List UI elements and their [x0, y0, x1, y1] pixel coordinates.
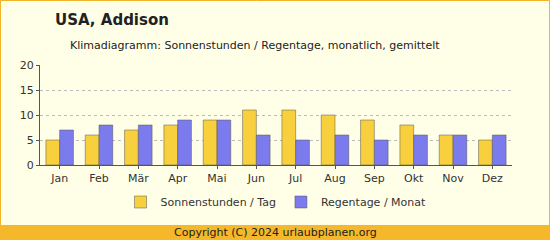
svg-text:Okt: Okt: [404, 172, 424, 185]
svg-text:Feb: Feb: [89, 172, 108, 185]
svg-text:Copyright (C) 2024 urlaubplane: Copyright (C) 2024 urlaubplanen.org: [174, 226, 377, 239]
svg-text:Klimadiagramm: Sonnenstunden /: Klimadiagramm: Sonnenstunden / Regentage…: [70, 39, 440, 52]
svg-text:Regentage / Monat: Regentage / Monat: [321, 196, 426, 209]
svg-text:Dez: Dez: [482, 172, 503, 185]
svg-text:5: 5: [27, 134, 34, 147]
svg-text:0: 0: [27, 159, 34, 172]
svg-text:15: 15: [20, 84, 34, 97]
svg-text:10: 10: [20, 109, 34, 122]
svg-text:20: 20: [20, 59, 34, 72]
svg-text:Jul: Jul: [288, 172, 302, 185]
svg-text:Sonnenstunden / Tag: Sonnenstunden / Tag: [161, 196, 276, 209]
svg-text:Apr: Apr: [168, 172, 188, 185]
svg-text:USA, Addison: USA, Addison: [55, 11, 169, 29]
svg-text:Nov: Nov: [442, 172, 464, 185]
svg-text:Mär: Mär: [128, 172, 149, 185]
svg-text:Jun: Jun: [247, 172, 265, 185]
svg-text:Aug: Aug: [324, 172, 345, 185]
svg-text:Mai: Mai: [207, 172, 226, 185]
svg-text:Jan: Jan: [50, 172, 68, 185]
svg-text:Sep: Sep: [364, 172, 385, 185]
